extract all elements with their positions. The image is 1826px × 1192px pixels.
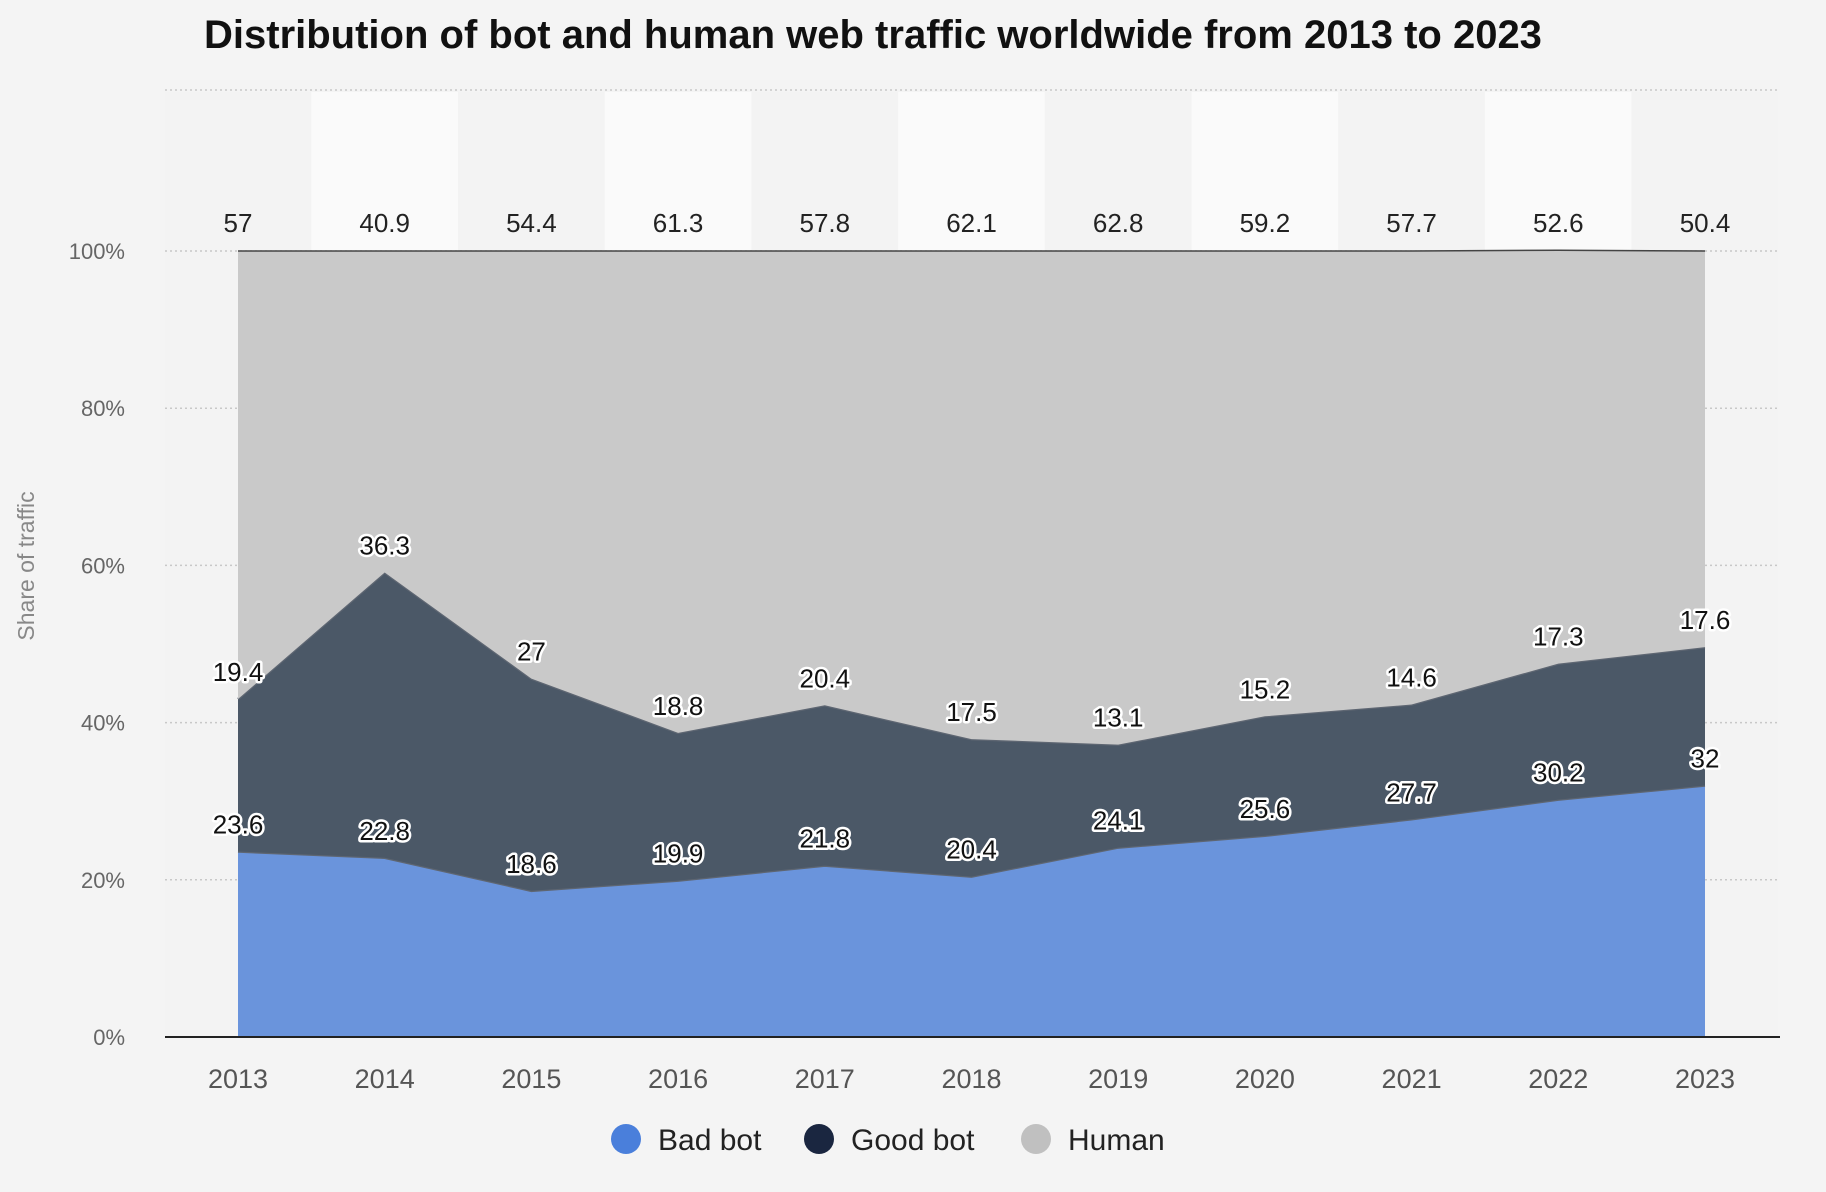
data-label-good-bot-2014: 36.3: [359, 530, 410, 560]
x-tick-label-2017: 2017: [795, 1064, 855, 1094]
data-label-bad-bot-2016: 19.9: [653, 839, 704, 869]
data-label-good-bot-2013: 19.4: [213, 657, 264, 687]
data-label-bad-bot-2023: 32: [1691, 743, 1720, 773]
x-axis-ticks: 2013 2014 2015 2016 2017 2018 2019 2020 2021 2022…: [208, 1064, 1735, 1094]
data-label-human-2019: 62.8: [1093, 208, 1144, 238]
x-tick-label-2013: 2013: [208, 1064, 268, 1094]
data-label-good-bot-2020: 15.2: [1240, 674, 1291, 704]
data-label-human-2018: 62.1: [946, 208, 997, 238]
data-label-good-bot-2016: 18.8: [653, 691, 704, 721]
data-label-good-bot-2021: 14.6: [1386, 663, 1437, 693]
legend-swatch: [804, 1124, 834, 1154]
data-label-bad-bot-2020: 25.6: [1240, 794, 1291, 824]
legend-label: Good bot: [851, 1124, 975, 1157]
y-tick-label: 60%: [81, 553, 125, 578]
data-label-human-2016: 61.3: [653, 208, 704, 238]
data-label-human-2015: 54.4: [506, 208, 557, 238]
area-human: [238, 250, 1705, 745]
data-label-human-2014: 40.9: [359, 208, 410, 238]
data-label-bad-bot-2018: 20.4: [946, 835, 997, 865]
data-label-good-bot-2017: 20.4: [799, 663, 850, 693]
y-axis-label: Share of traffic: [13, 491, 39, 640]
x-tick-label-2020: 2020: [1235, 1064, 1295, 1094]
data-label-human-2013: 57: [224, 208, 253, 238]
legend-item-human[interactable]: Human: [1021, 1124, 1165, 1157]
legend-swatch: [1021, 1124, 1051, 1154]
y-tick-label: 40%: [81, 711, 125, 736]
x-tick-label-2019: 2019: [1088, 1064, 1148, 1094]
legend-swatch: [611, 1124, 641, 1154]
data-label-human-2017: 57.8: [799, 208, 850, 238]
legend-item-good-bot[interactable]: Good bot: [804, 1124, 975, 1157]
data-label-human-2021: 57.7: [1386, 208, 1437, 238]
x-tick-label-2018: 2018: [941, 1064, 1001, 1094]
data-label-bad-bot-2022: 30.2: [1533, 758, 1584, 788]
legend-label: Human: [1068, 1124, 1165, 1157]
data-label-good-bot-2019: 13.1: [1093, 703, 1144, 733]
x-tick-label-2015: 2015: [501, 1064, 561, 1094]
data-label-bad-bot-2014: 22.8: [359, 816, 410, 846]
data-label-good-bot-2022: 17.3: [1533, 622, 1584, 652]
data-label-human-2023: 50.4: [1680, 208, 1731, 238]
data-label-bad-bot-2019: 24.1: [1093, 806, 1144, 836]
data-label-good-bot-2023: 17.6: [1680, 605, 1731, 635]
area-bad-bot: [238, 785, 1705, 1037]
y-tick-label: 100%: [69, 239, 125, 264]
legend[interactable]: Bad bot Good bot Human: [611, 1124, 1165, 1157]
x-tick-label-2021: 2021: [1382, 1064, 1442, 1094]
data-labels: 23.6 22.8 18.6 19.9 21.8 20.4 24.1 25.6 27.7 30.2…: [210, 208, 1733, 881]
x-tick-label-2014: 2014: [355, 1064, 415, 1094]
y-tick-label: 20%: [81, 868, 125, 893]
x-tick-label-2022: 2022: [1528, 1064, 1588, 1094]
area-good-bot: [238, 572, 1705, 891]
data-label-bad-bot-2015: 18.6: [506, 849, 557, 879]
x-tick-label-2023: 2023: [1675, 1064, 1735, 1094]
legend-label: Bad bot: [658, 1124, 762, 1157]
legend-item-bad-bot[interactable]: Bad bot: [611, 1124, 762, 1157]
y-tick-label: 0%: [93, 1025, 125, 1050]
data-label-bad-bot-2013: 23.6: [213, 810, 264, 840]
data-label-good-bot-2015: 27: [517, 637, 546, 667]
area-edge-human: [238, 249, 1706, 252]
data-label-good-bot-2018: 17.5: [946, 697, 997, 727]
stacked-areas: [237, 249, 1706, 1037]
data-label-bad-bot-2021: 27.7: [1386, 777, 1437, 807]
y-axis-ticks: 0% 20% 40% 60% 80% 100%: [69, 239, 125, 1050]
y-tick-label: 80%: [81, 396, 125, 421]
data-label-bad-bot-2017: 21.8: [799, 824, 850, 854]
data-label-human-2022: 52.6: [1533, 208, 1584, 238]
x-tick-label-2016: 2016: [648, 1064, 708, 1094]
chart-title: Distribution of bot and human web traffi…: [204, 13, 1542, 57]
data-label-human-2020: 59.2: [1240, 208, 1291, 238]
